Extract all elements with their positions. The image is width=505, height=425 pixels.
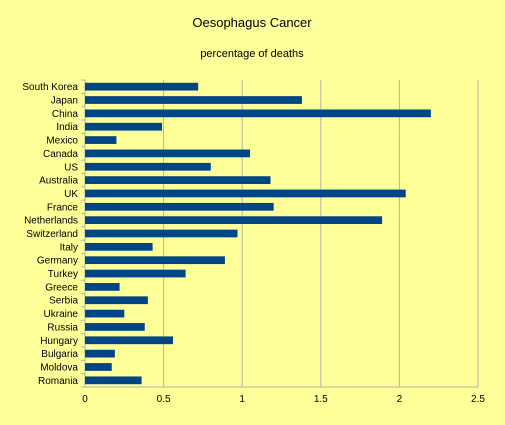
bar: [85, 202, 274, 211]
bar: [85, 229, 238, 238]
chart-subtitle: percentage of deaths: [200, 48, 304, 60]
category-label: Greece: [45, 282, 78, 293]
bar: [85, 376, 142, 385]
chart-title: Oesophagus Cancer: [192, 15, 312, 30]
x-tick-label: 2: [397, 394, 403, 405]
category-label: Japan: [51, 96, 78, 107]
category-label: Ukraine: [44, 309, 79, 320]
bar: [85, 363, 112, 371]
bar: [85, 216, 383, 225]
bar: [85, 149, 251, 158]
category-label: France: [47, 202, 79, 213]
bar: [85, 242, 153, 251]
category-label: Moldova: [40, 362, 78, 373]
category-label: Bulgaria: [41, 349, 78, 360]
category-label: Australia: [39, 176, 78, 187]
plot-area: South Korea Japan China India Mexico Canada US…: [22, 79, 485, 405]
x-tick-label: 2.5: [471, 394, 485, 405]
category-label: Serbia: [49, 296, 78, 307]
x-tick-label: 0: [82, 394, 88, 405]
bar: [85, 189, 406, 198]
x-tick-label: 0.5: [157, 394, 171, 405]
category-label: Russia: [47, 322, 78, 333]
category-label: Netherlands: [24, 216, 78, 227]
bar: [85, 323, 145, 331]
category-label: Romania: [38, 376, 78, 387]
bar: [85, 176, 271, 184]
category-label: US: [64, 162, 78, 173]
category-label: Germany: [37, 256, 78, 267]
bar: [85, 283, 120, 291]
bar: [85, 162, 211, 171]
category-label: Hungary: [40, 336, 78, 347]
bar: [85, 109, 431, 118]
bar: [85, 269, 186, 278]
bar: [85, 349, 115, 358]
bar: [85, 96, 302, 104]
category-label: UK: [64, 189, 78, 200]
category-label: India: [56, 122, 78, 133]
category-label: China: [52, 109, 79, 120]
bar: [85, 122, 163, 131]
bar: [85, 82, 199, 91]
category-label: Turkey: [48, 269, 78, 280]
bar: [85, 296, 148, 305]
bar: [85, 336, 174, 345]
category-label: South Korea: [22, 82, 78, 93]
bar: [85, 309, 125, 318]
x-tick-label: 1: [239, 394, 245, 405]
bar: [85, 256, 225, 265]
category-label: Mexico: [46, 136, 78, 147]
x-tick-label: 1.5: [314, 394, 328, 405]
category-label: Italy: [60, 242, 78, 253]
category-label: Switzerland: [26, 229, 78, 240]
category-label: Canada: [43, 149, 78, 160]
bar: [85, 136, 117, 144]
